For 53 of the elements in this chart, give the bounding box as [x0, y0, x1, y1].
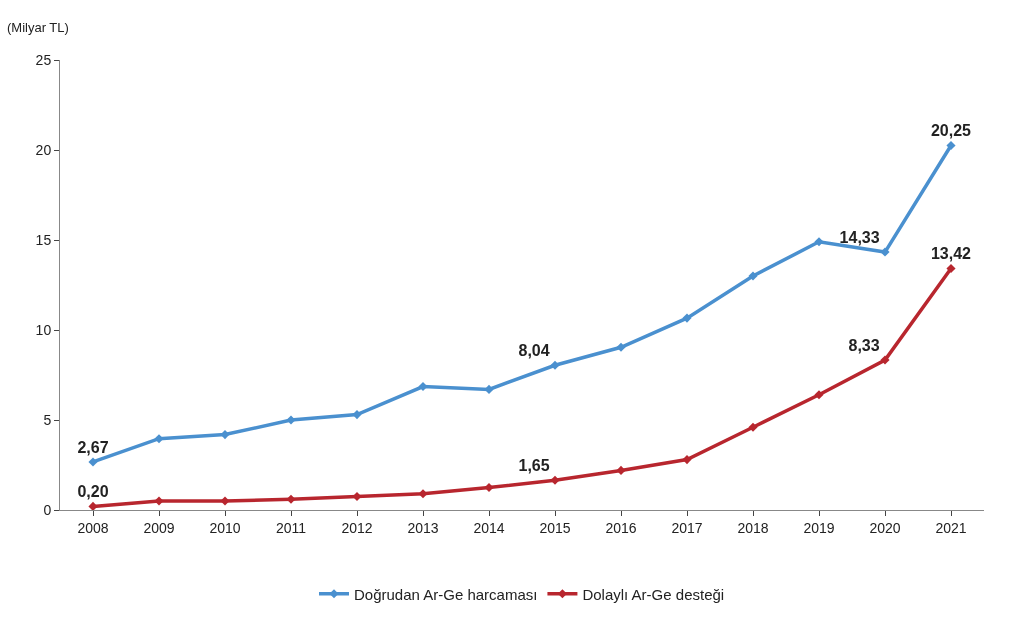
y-axis-title: (Milyar TL)	[7, 20, 69, 35]
x-tick-label: 2015	[539, 519, 571, 536]
point	[88, 457, 98, 467]
y-tick-label: 10	[35, 321, 52, 338]
data-label: 8,33	[848, 336, 880, 354]
point	[748, 422, 758, 432]
point	[946, 140, 956, 151]
x-tick-label: 2011	[275, 519, 307, 536]
y-tick-label: 25	[35, 51, 52, 68]
point	[880, 247, 890, 257]
x-tick-label: 2018	[737, 519, 769, 536]
point	[484, 482, 494, 493]
point	[814, 390, 824, 400]
point	[880, 355, 890, 365]
legend-label: Dolaylı Ar-Ge desteği	[582, 585, 725, 603]
point	[682, 313, 692, 323]
x-tick-label: 2020	[869, 519, 901, 536]
data-label: 13,42	[930, 245, 972, 263]
point	[682, 455, 692, 465]
x-tick-label: 2012	[341, 519, 373, 536]
data-label: 14,33	[839, 228, 880, 246]
y-tick-label: 15	[35, 231, 52, 248]
y-tick-label: 5	[43, 411, 52, 428]
point	[550, 360, 560, 370]
point	[286, 415, 296, 425]
x-tick-label: 2009	[143, 519, 175, 536]
data-label: 8,04	[518, 341, 550, 359]
legend-label: Doğrudan Ar-Ge harcaması	[354, 585, 538, 603]
data-label: 2,67	[77, 438, 109, 456]
point	[616, 465, 626, 475]
x-tick-label: 2021	[935, 519, 967, 536]
point	[550, 475, 560, 485]
point	[154, 496, 164, 506]
point	[748, 271, 758, 281]
y-tick-label: 20	[35, 141, 52, 158]
point	[220, 496, 230, 506]
data-label: 20,25	[930, 122, 972, 140]
point	[946, 263, 956, 273]
point	[154, 434, 164, 444]
point	[616, 342, 626, 352]
data-label: 0,20	[77, 483, 109, 501]
x-tick-label: 2010	[209, 519, 241, 536]
x-tick-label: 2014	[473, 519, 505, 536]
y-tick-label: 0	[43, 501, 52, 518]
x-tick-label: 2016	[605, 519, 637, 536]
x-tick-label: 2019	[803, 519, 835, 536]
x-tick-label: 2013	[407, 519, 439, 536]
x-tick-label: 2017	[671, 519, 703, 536]
data-label: 1,65	[518, 456, 550, 474]
point	[418, 489, 428, 499]
x-tick-label: 2008	[77, 519, 109, 536]
point	[286, 494, 296, 504]
point	[814, 237, 824, 247]
